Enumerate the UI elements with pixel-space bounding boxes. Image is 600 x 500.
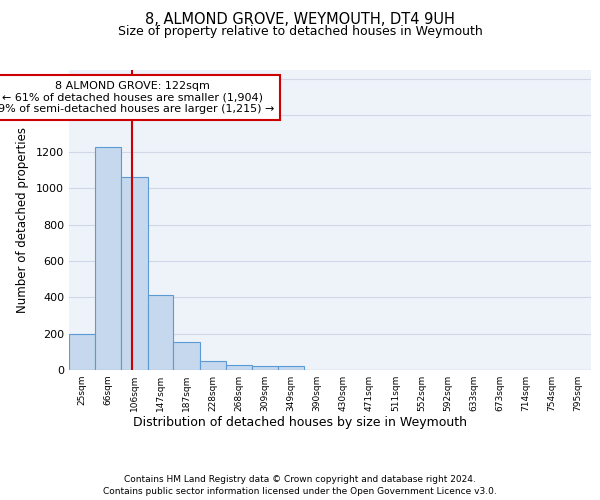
Bar: [69, 334, 95, 370]
Bar: [95, 148, 121, 370]
Bar: [173, 342, 200, 370]
Text: Distribution of detached houses by size in Weymouth: Distribution of detached houses by size …: [133, 416, 467, 429]
Bar: [148, 296, 173, 370]
Y-axis label: Number of detached properties: Number of detached properties: [16, 127, 29, 313]
Text: 8, ALMOND GROVE, WEYMOUTH, DT4 9UH: 8, ALMOND GROVE, WEYMOUTH, DT4 9UH: [145, 12, 455, 28]
Bar: [226, 364, 252, 370]
Bar: [278, 366, 304, 370]
Bar: [200, 361, 226, 370]
Bar: [121, 178, 148, 370]
Text: 8 ALMOND GROVE: 122sqm
← 61% of detached houses are smaller (1,904)
39% of semi-: 8 ALMOND GROVE: 122sqm ← 61% of detached…: [0, 81, 274, 114]
Text: Contains public sector information licensed under the Open Government Licence v3: Contains public sector information licen…: [103, 486, 497, 496]
Bar: [252, 366, 278, 370]
Text: Contains HM Land Registry data © Crown copyright and database right 2024.: Contains HM Land Registry data © Crown c…: [124, 476, 476, 484]
Text: Size of property relative to detached houses in Weymouth: Size of property relative to detached ho…: [118, 25, 482, 38]
